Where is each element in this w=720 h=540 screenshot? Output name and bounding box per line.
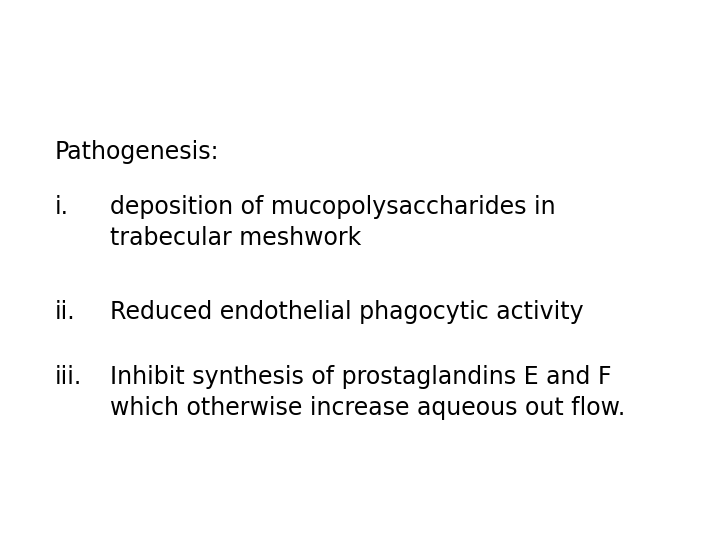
Text: ii.: ii. <box>55 300 76 324</box>
Text: Reduced endothelial phagocytic activity: Reduced endothelial phagocytic activity <box>110 300 584 324</box>
Text: iii.: iii. <box>55 365 82 389</box>
Text: deposition of mucopolysaccharides in
trabecular meshwork: deposition of mucopolysaccharides in tra… <box>110 195 556 249</box>
Text: Inhibit synthesis of prostaglandins E and F
which otherwise increase aqueous out: Inhibit synthesis of prostaglandins E an… <box>110 365 625 420</box>
Text: i.: i. <box>55 195 69 219</box>
Text: Pathogenesis:: Pathogenesis: <box>55 140 220 164</box>
